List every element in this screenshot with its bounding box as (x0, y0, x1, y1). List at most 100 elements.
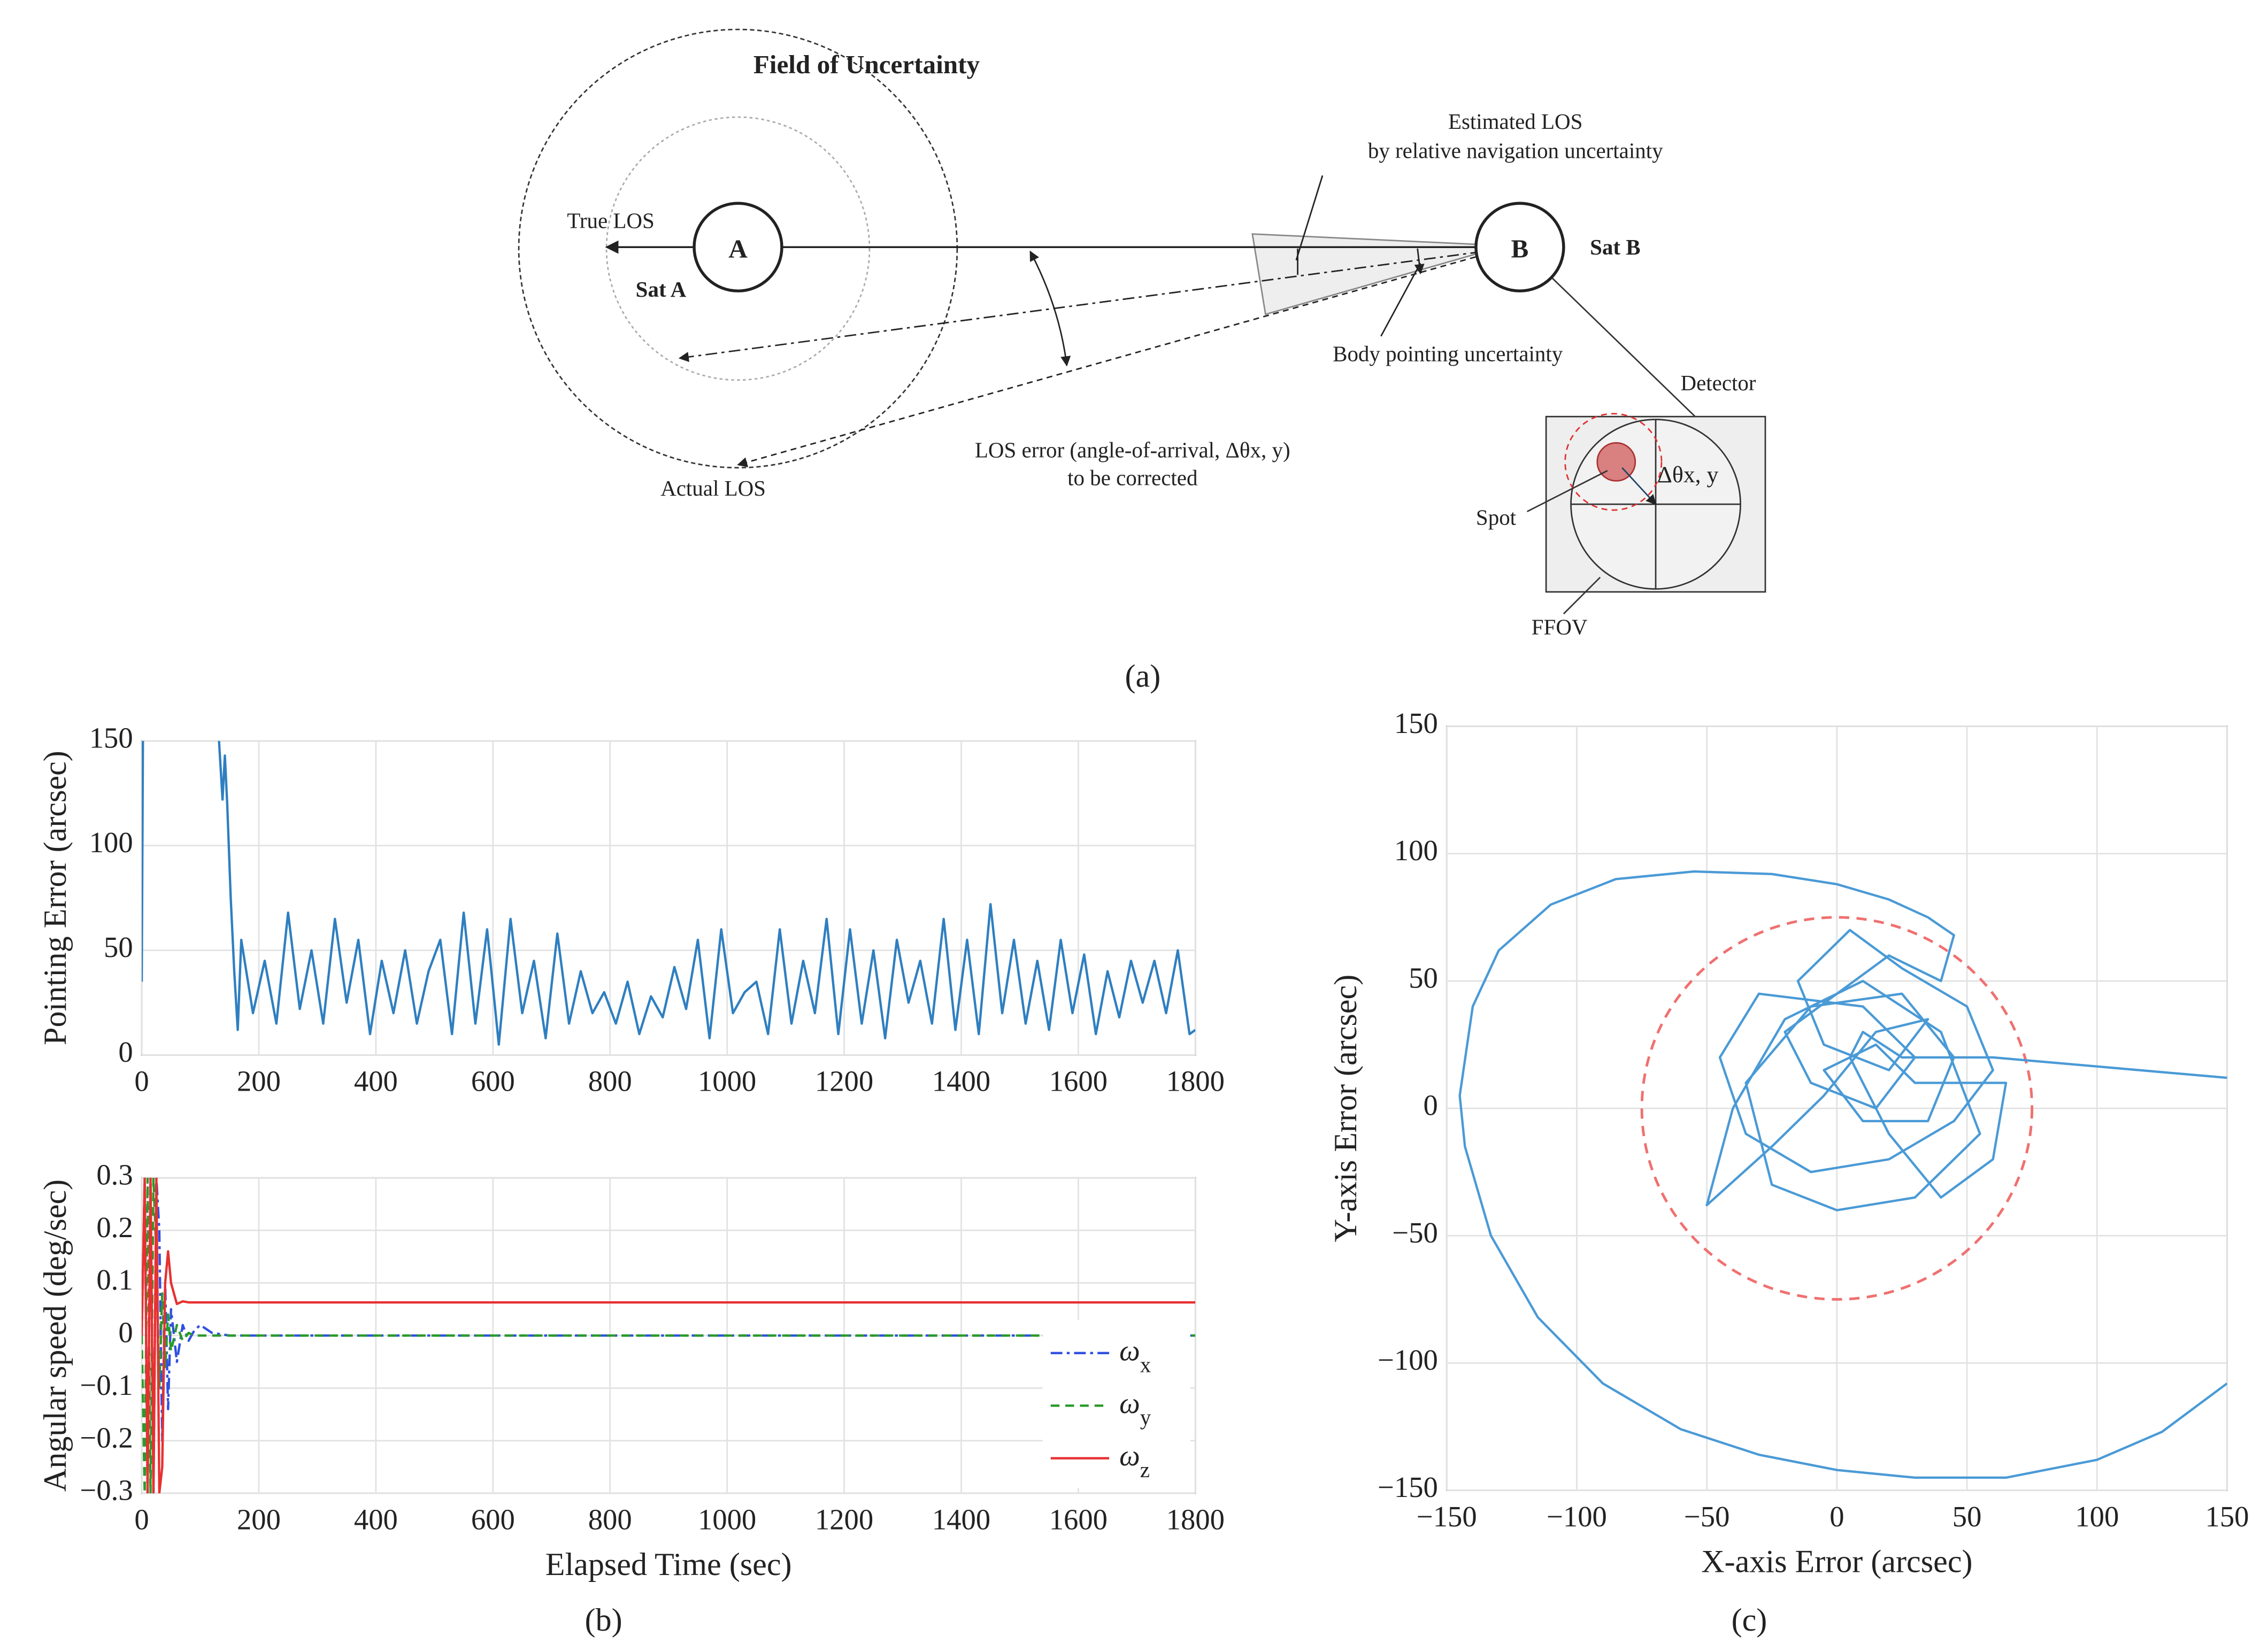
los-error-arc (1029, 250, 1071, 367)
y-tick-label: 0 (118, 1316, 133, 1349)
y-tick-label: 0.3 (96, 1158, 133, 1191)
y-axis-label: Angular speed (deg/sec) (37, 1179, 73, 1492)
x-tick-label: 50 (1952, 1500, 1982, 1533)
x-tick-label: 800 (588, 1065, 632, 1098)
data-line (142, 1177, 1196, 1494)
x-tick-label: 400 (354, 1503, 398, 1535)
y-tick-label: 0 (1424, 1089, 1438, 1122)
series-group (1458, 870, 2227, 1479)
field-circle (518, 28, 958, 469)
x-tick-label: 1000 (698, 1503, 756, 1535)
x-tick-label: 0 (1829, 1500, 1844, 1533)
y-tick-label: −0.1 (80, 1369, 133, 1401)
x-tick-label: 1800 (1166, 1503, 1225, 1535)
x-tick-label: 1200 (815, 1503, 873, 1535)
y-tick-label: −50 (1392, 1216, 1437, 1249)
panel-label: (c) (1732, 1602, 1767, 1638)
inner-circle (605, 116, 871, 381)
x-tick-label: 1000 (698, 1065, 756, 1098)
label: True LOS (567, 209, 655, 233)
x-tick-label: 200 (237, 1065, 281, 1098)
series-group (142, 1177, 1196, 1494)
x-tick-label: 0 (134, 1065, 149, 1098)
x-tick-label: 0 (134, 1503, 149, 1535)
spot-range (1564, 413, 1663, 511)
label: Spot (1476, 505, 1517, 529)
x-tick-label: −100 (1547, 1500, 1607, 1533)
legend-label: ωx (1119, 1334, 1151, 1377)
estimated-los-line (678, 248, 1505, 362)
y-axis-label: Y-axis Error (arcsec) (1328, 975, 1364, 1242)
plot-area (141, 740, 1196, 1056)
legend-label: ωz (1119, 1439, 1150, 1482)
detector-pointer (1551, 277, 1696, 418)
legend (1042, 1320, 1190, 1488)
x-tick-label: 200 (237, 1503, 281, 1535)
legend-label: ωy (1119, 1387, 1151, 1430)
x-tick-label: 1800 (1166, 1065, 1225, 1098)
label: Detector (1680, 371, 1756, 395)
x-axis-label: Elapsed Time (sec) (545, 1547, 792, 1583)
y-tick-label: 0.1 (96, 1263, 133, 1296)
small-arcs (1297, 248, 1421, 275)
x-tick-label: 100 (2075, 1500, 2119, 1533)
y-tick-label: −0.2 (80, 1421, 133, 1454)
reference-circle (1640, 916, 2034, 1301)
label: Estimated LOS (1448, 109, 1582, 134)
data-line (142, 1177, 1196, 1494)
x-tick-label: 1600 (1049, 1503, 1108, 1535)
y-tick-label: 0 (118, 1036, 133, 1068)
diagram-title: Field of Uncertainty (754, 50, 980, 79)
y-tick-label: −100 (1378, 1344, 1438, 1376)
y-tick-label: −0.3 (80, 1474, 133, 1507)
label: Δθx, y (1657, 462, 1719, 488)
ffov-pointer (1563, 576, 1601, 615)
y-axis-label: Pointing Error (arcsec) (37, 751, 73, 1045)
x-tick-label: 1400 (932, 1065, 990, 1098)
x-tick-label: 150 (2205, 1500, 2249, 1533)
x-tick-label: 1400 (932, 1503, 990, 1535)
sat-a (693, 202, 783, 292)
y-tick-label: 100 (1394, 834, 1438, 867)
label: to be corrected (1067, 466, 1197, 490)
x-tick-label: 400 (354, 1065, 398, 1098)
y-tick-label: 150 (1394, 707, 1438, 739)
label: Sat A (636, 277, 687, 302)
label: Actual LOS (660, 476, 766, 500)
label: LOS error (angle-of-arrival, Δθx, y) (975, 438, 1290, 462)
body-pointer (1380, 263, 1421, 337)
x-tick-label: 600 (471, 1065, 515, 1098)
x-tick-label: −50 (1684, 1500, 1729, 1533)
label: B (1511, 234, 1529, 263)
spot-pointer (1526, 470, 1608, 513)
offset-arrow (1621, 467, 1657, 505)
label: A (728, 234, 748, 263)
y-tick-label: 50 (1409, 961, 1438, 994)
label: Body pointing uncertainty (1333, 341, 1563, 366)
x-tick-label: 600 (471, 1503, 515, 1535)
x-tick-label: 1600 (1049, 1065, 1108, 1098)
label: by relative navigation uncertainty (1368, 138, 1663, 163)
data-line (142, 740, 1196, 1046)
y-tick-label: 100 (89, 826, 133, 859)
x-axis-label: X-axis Error (arcsec) (1701, 1544, 1972, 1580)
panel-label: (b) (585, 1602, 622, 1638)
diagram: Field of Uncertainty True LOS A Sat A B … (518, 28, 1766, 639)
sat-b (1474, 202, 1565, 292)
y-tick-label: 50 (104, 931, 133, 963)
uncertainty-cone (1251, 233, 1505, 315)
label: FFOV (1532, 614, 1588, 639)
panel-label: (a) (1125, 659, 1161, 694)
x-tick-label: 800 (588, 1503, 632, 1535)
x-tick-label: 1200 (815, 1065, 873, 1098)
y-tick-label: −150 (1378, 1471, 1438, 1503)
x-tick-label: −150 (1417, 1500, 1477, 1533)
est-pointer (1295, 175, 1324, 261)
y-tick-label: 0.2 (96, 1211, 133, 1244)
series-group (142, 740, 1196, 1046)
data-line (1458, 870, 2227, 1479)
label: Sat B (1590, 235, 1640, 259)
y-tick-label: 150 (89, 721, 133, 754)
